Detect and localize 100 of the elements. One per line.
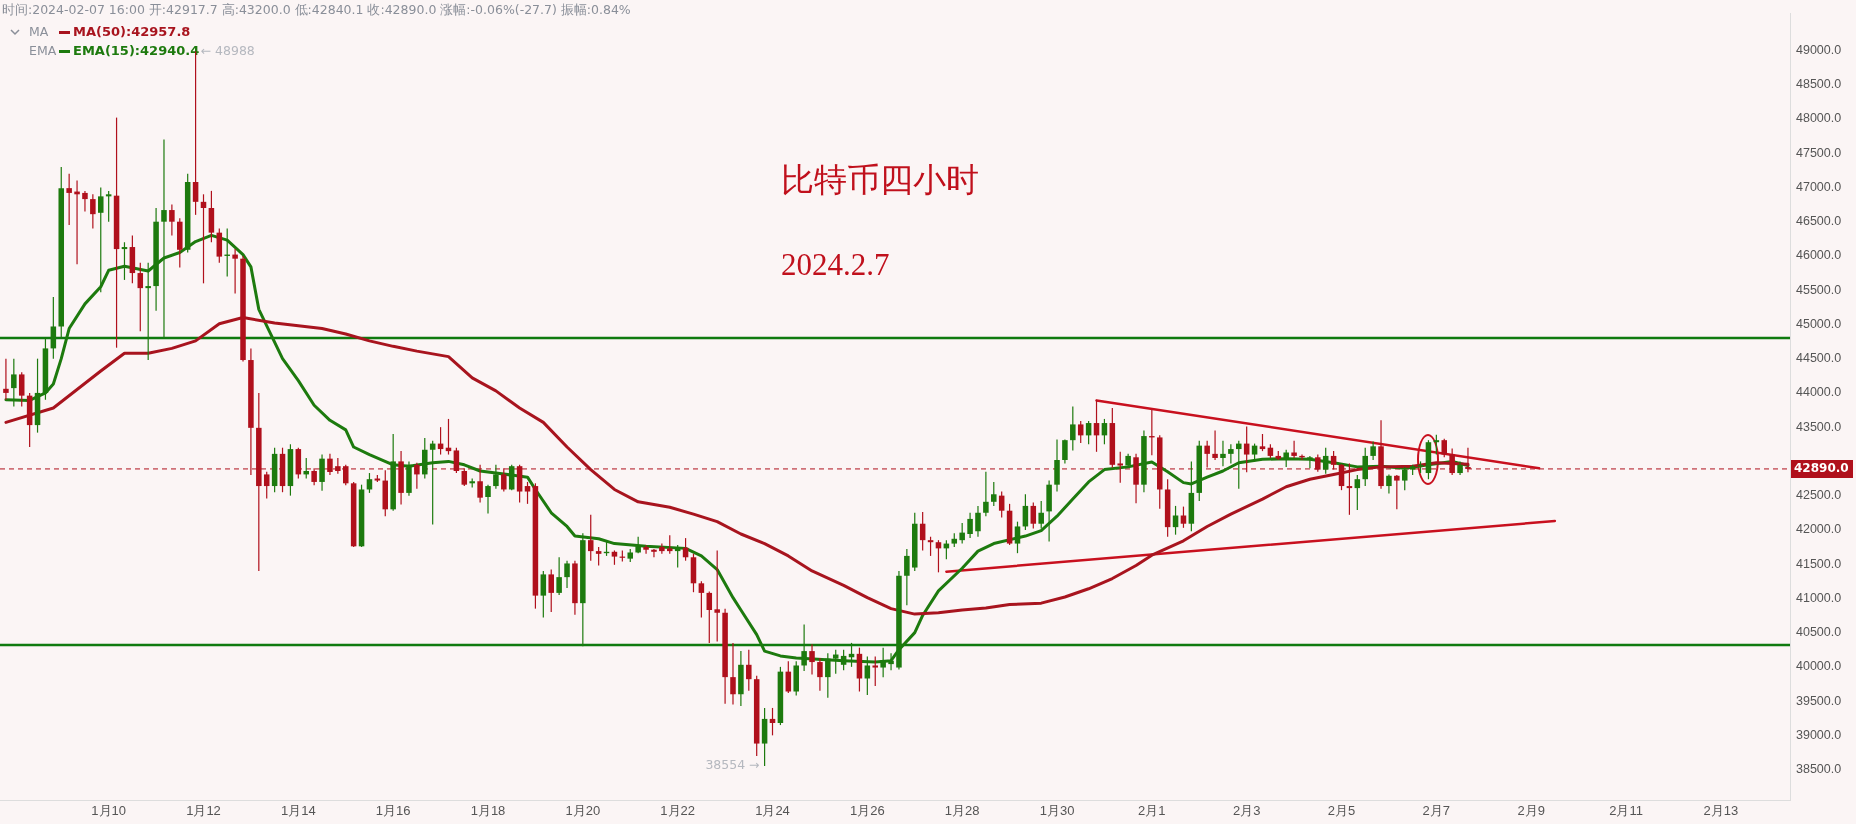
x-tick-label: 2月1	[1138, 802, 1166, 818]
candlestick	[959, 522, 965, 545]
candlestick	[540, 570, 547, 619]
candlestick	[18, 371, 25, 408]
candlestick	[319, 453, 325, 492]
y-tick-label: 48500.0	[1796, 77, 1842, 92]
candlestick	[216, 227, 223, 264]
y-tick-label: 47000.0	[1796, 179, 1842, 194]
candlestick	[872, 655, 879, 687]
y-tick-label: 40500.0	[1796, 625, 1842, 640]
y-tick-label: 46000.0	[1796, 248, 1842, 263]
x-tick-label: 1月14	[280, 802, 316, 818]
candlestick	[145, 262, 151, 361]
candlestick	[1062, 438, 1068, 465]
candlestick	[1212, 429, 1218, 461]
ref-line-label: 42890.0	[1794, 461, 1849, 476]
candlestick	[1322, 447, 1329, 475]
y-tick-label: 44500.0	[1796, 351, 1842, 366]
x-tick-label: 1月16	[375, 802, 411, 818]
annotation: EMA	[29, 43, 57, 58]
candlestick	[1030, 501, 1037, 530]
candlestick	[1038, 500, 1044, 530]
candlestick	[1014, 521, 1021, 554]
candlestick	[1441, 438, 1448, 458]
text: 比特币四小时	[781, 161, 979, 200]
candlestick	[493, 464, 499, 490]
x-tick-label: 1月22	[660, 802, 696, 818]
candlestick	[232, 248, 238, 295]
x-tick-label: 1月12	[186, 802, 221, 818]
candlestick	[485, 484, 491, 515]
candlestick	[1228, 443, 1234, 465]
y-tick-label: 44000.0	[1796, 385, 1842, 400]
x-tick-label: 1月10	[91, 802, 127, 818]
candlestick	[564, 560, 570, 589]
candlestick	[1401, 466, 1408, 491]
y-tick-label: 45000.0	[1796, 316, 1842, 331]
candlestick	[82, 190, 88, 213]
x-tick-label: 2月3	[1232, 802, 1261, 818]
candlestick	[1291, 440, 1297, 459]
y-tick-label: 43500.0	[1796, 419, 1842, 434]
candlestick	[730, 642, 736, 706]
candlestick	[991, 481, 997, 507]
y-tick-label: 42000.0	[1796, 522, 1842, 537]
y-tick-label: 39500.0	[1796, 693, 1842, 708]
annotation: 时间:2024-02-07 16:00 开:42917.7 高:43200.0 低:42840.1 收:42890.0 涨幅:-0.06%(-27.7) 振幅:0.84%	[2, 2, 631, 19]
y-tick-label: 47500.0	[1796, 145, 1842, 160]
x-tick-label: 1月28	[944, 802, 980, 818]
y-tick-label: 46500.0	[1796, 214, 1842, 229]
candlestick	[967, 512, 973, 539]
candlestick	[651, 548, 657, 558]
x-tick-label: 1月24	[755, 802, 790, 818]
y-tick-label: 45500.0	[1796, 282, 1842, 297]
y-tick-label: 42500.0	[1796, 488, 1842, 503]
candlestick	[105, 190, 112, 223]
candlestick	[1354, 474, 1361, 511]
candlestick	[414, 462, 420, 490]
candlestick	[66, 173, 72, 226]
candlestick	[556, 556, 562, 596]
x-tick-label: 1月20	[565, 802, 601, 818]
candlestick	[11, 358, 17, 408]
candlestick	[1433, 434, 1440, 456]
legend-label: EMA(15):42940.4	[73, 43, 200, 58]
x-tick-label: 1月18	[470, 802, 506, 818]
candlestick	[1370, 440, 1376, 461]
annotation: ← 48988	[200, 42, 255, 58]
legend-label: MA(50):42957.8	[73, 24, 191, 39]
y-tick-label: 38500.0	[1796, 762, 1842, 777]
annotation: 38554 →	[705, 757, 760, 773]
x-tick-label: 2月5	[1327, 802, 1356, 818]
candlestick	[904, 548, 910, 606]
y-tick-label: 41000.0	[1796, 590, 1842, 605]
candlestick	[587, 514, 594, 562]
candlestick	[595, 546, 602, 567]
candlestick	[1077, 420, 1084, 444]
candlestick	[1449, 447, 1455, 476]
candlestick	[785, 660, 792, 694]
candlestick	[1386, 473, 1392, 495]
candlestick	[50, 296, 57, 360]
candlestick	[746, 649, 752, 692]
candlestick	[524, 481, 531, 505]
candlestick	[169, 203, 175, 236]
x-tick-label: 2月7	[1422, 802, 1451, 818]
candlestick	[263, 471, 270, 499]
x-tick-label: 1月26	[849, 802, 885, 818]
candlestick	[90, 193, 96, 230]
y-tick-label: 49000.0	[1796, 42, 1842, 57]
candlestick	[927, 536, 934, 557]
candlestick	[1394, 474, 1400, 510]
candlestick	[817, 657, 823, 692]
x-tick-label: 2月9	[1517, 802, 1545, 818]
candlestick	[137, 262, 144, 332]
candlestick	[1070, 406, 1076, 452]
annotation: MA	[29, 24, 49, 39]
candlestick	[548, 569, 554, 613]
candlestick	[809, 643, 815, 675]
y-tick-label: 48000.0	[1796, 111, 1842, 126]
candlestick	[1236, 440, 1242, 490]
candlestick	[643, 544, 649, 555]
candlestick	[659, 542, 665, 555]
candlestick	[1362, 447, 1368, 487]
